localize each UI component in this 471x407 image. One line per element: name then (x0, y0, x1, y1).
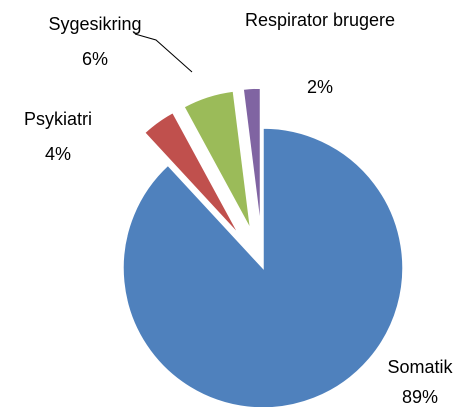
slice-label-name: Somatik (387, 357, 453, 377)
slice-label-value: 4% (45, 144, 71, 164)
pie-slice (242, 87, 262, 229)
pie-slice (122, 127, 404, 407)
leader-line (134, 33, 193, 73)
slice-label-value: 6% (82, 49, 108, 69)
slice-label-name: Respirator brugere (245, 10, 395, 30)
slice-label-name: Psykiatri (24, 109, 92, 129)
slice-label-value: 89% (402, 387, 438, 407)
slice-label-value: 2% (307, 77, 333, 97)
slice-label-name: Sygesikring (48, 14, 141, 34)
pie-slice (143, 111, 241, 237)
pie-slice (182, 90, 252, 231)
